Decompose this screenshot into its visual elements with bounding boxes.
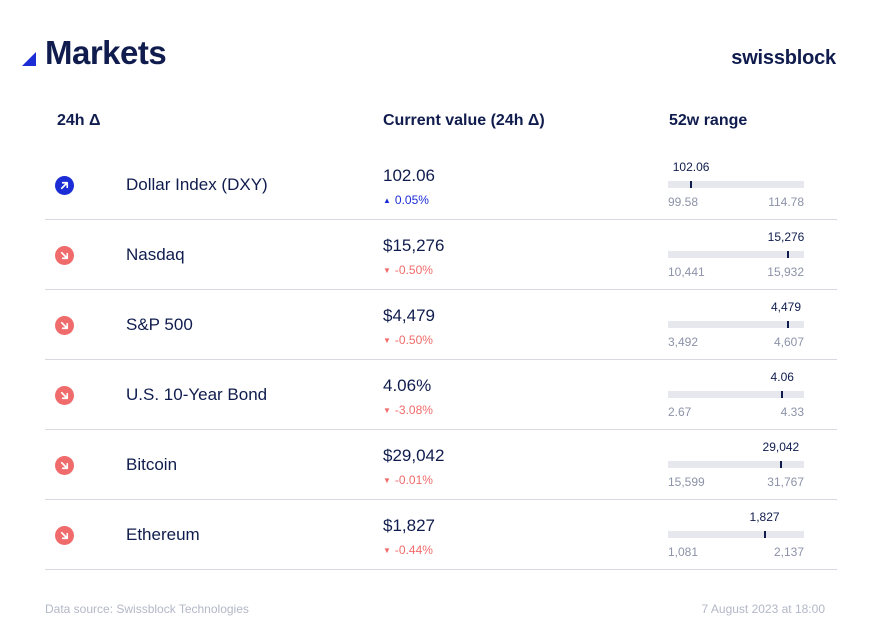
change-value: -0.01% [394, 473, 433, 487]
column-header-52w-range: 52w range [669, 112, 748, 129]
column-header-24h-delta: 24h Δ [57, 112, 101, 129]
triangle-down-icon: ▼ [383, 546, 391, 555]
table-row: Nasdaq $15,276 ▼ -0.50% 15,276 10,441 15,932 [45, 220, 837, 290]
range-marker [786, 321, 789, 328]
change-value: -0.50% [394, 333, 433, 347]
range-52w: 29,042 15,599 31,767 [668, 430, 804, 499]
triangle-down-icon: ▼ [383, 406, 391, 415]
range-52w: 4.06 2.67 4.33 [668, 360, 804, 429]
range-high: 2,137 [773, 545, 804, 559]
range-marker [786, 251, 789, 258]
table-row: S&P 500 $4,479 ▼ -0.50% 4,479 3,492 4,607 [45, 290, 837, 360]
triangle-down-icon: ▼ [383, 266, 391, 275]
timestamp: 7 August 2023 at 18:00 [701, 602, 825, 616]
range-bar [668, 461, 804, 468]
range-marker [779, 461, 782, 468]
range-low: 10,441 [668, 265, 705, 279]
change-24h: ▼ -3.08% [383, 403, 433, 417]
range-low: 3,492 [668, 335, 699, 349]
range-52w: 15,276 10,441 15,932 [668, 220, 804, 289]
range-52w: 1,827 1,081 2,137 [668, 500, 804, 569]
range-marker [763, 531, 766, 538]
change-24h: ▲ 0.05% [383, 193, 429, 207]
range-bar [668, 531, 804, 538]
current-value: $4,479 [383, 306, 435, 325]
table-row: Dollar Index (DXY) 102.06 ▲ 0.05% 102.06 99.5… [45, 150, 837, 220]
brand-logo: swissblock [731, 47, 836, 69]
range-52w: 102.06 99.58 114.78 [668, 150, 804, 219]
change-value: -0.50% [394, 263, 433, 277]
page-title: Markets [45, 34, 167, 71]
range-current-label: 102.06 [672, 160, 710, 174]
market-name: U.S. 10-Year Bond [126, 385, 268, 404]
arrow-down-right-icon [55, 456, 74, 475]
range-current-label: 29,042 [762, 440, 800, 454]
range-high: 4.33 [780, 405, 804, 419]
triangle-down-icon: ▼ [383, 336, 391, 345]
arrow-down-right-icon [55, 246, 74, 265]
range-high: 31,767 [767, 475, 804, 489]
range-low: 2.67 [668, 405, 692, 419]
market-name: Ethereum [126, 525, 200, 544]
range-low: 15,599 [668, 475, 705, 489]
change-value: 0.05% [394, 193, 429, 207]
market-name: Nasdaq [126, 245, 185, 264]
change-value: -0.44% [394, 543, 433, 557]
current-value: $15,276 [383, 236, 445, 255]
change-24h: ▼ -0.01% [383, 473, 433, 487]
range-bar [668, 181, 804, 188]
change-24h: ▼ -0.44% [383, 543, 433, 557]
table-row: U.S. 10-Year Bond 4.06% ▼ -3.08% 4.06 2.67 4.3… [45, 360, 837, 430]
change-value: -3.08% [394, 403, 433, 417]
market-name: Dollar Index (DXY) [126, 175, 268, 194]
range-current-label: 4,479 [770, 300, 802, 314]
current-value: $29,042 [383, 446, 445, 465]
current-value: $1,827 [383, 516, 435, 535]
range-52w: 4,479 3,492 4,607 [668, 290, 804, 359]
range-bar [668, 391, 804, 398]
range-bar [668, 321, 804, 328]
arrow-down-right-icon [55, 316, 74, 335]
range-low: 99.58 [668, 195, 699, 209]
current-value: 102.06 [383, 166, 435, 185]
data-source: Data source: Swissblock Technologies [45, 602, 249, 616]
table-row: Ethereum $1,827 ▼ -0.44% 1,827 1,081 2,137 [45, 500, 837, 570]
range-marker [690, 181, 693, 188]
range-bar [668, 251, 804, 258]
markets-table: Dollar Index (DXY) 102.06 ▲ 0.05% 102.06 99.5… [45, 150, 837, 570]
change-24h: ▼ -0.50% [383, 333, 433, 347]
range-high: 4,607 [773, 335, 804, 349]
triangle-down-icon: ▼ [383, 476, 391, 485]
arrow-up-right-icon [55, 176, 74, 195]
arrow-down-right-icon [55, 526, 74, 545]
range-high: 114.78 [768, 195, 804, 209]
range-current-label: 1,827 [749, 510, 780, 524]
range-current-label: 4.06 [770, 370, 794, 384]
range-current-label: 15,276 [767, 230, 805, 244]
change-24h: ▼ -0.50% [383, 263, 433, 277]
current-value: 4.06% [383, 376, 432, 395]
range-high: 15,932 [767, 265, 804, 279]
triangle-up-icon: ▲ [383, 196, 391, 205]
market-name: Bitcoin [126, 455, 178, 474]
market-name: S&P 500 [126, 315, 193, 334]
triangle-logo-icon [22, 52, 36, 66]
header: Markets swissblock [22, 34, 842, 78]
arrow-down-right-icon [55, 386, 74, 405]
title-group: Markets [22, 34, 167, 72]
column-header-current-value: Current value (24h Δ) [383, 112, 545, 129]
range-low: 1,081 [668, 545, 699, 559]
table-row: Bitcoin $29,042 ▼ -0.01% 29,042 15,599 31,767 [45, 430, 837, 500]
range-marker [781, 391, 784, 398]
